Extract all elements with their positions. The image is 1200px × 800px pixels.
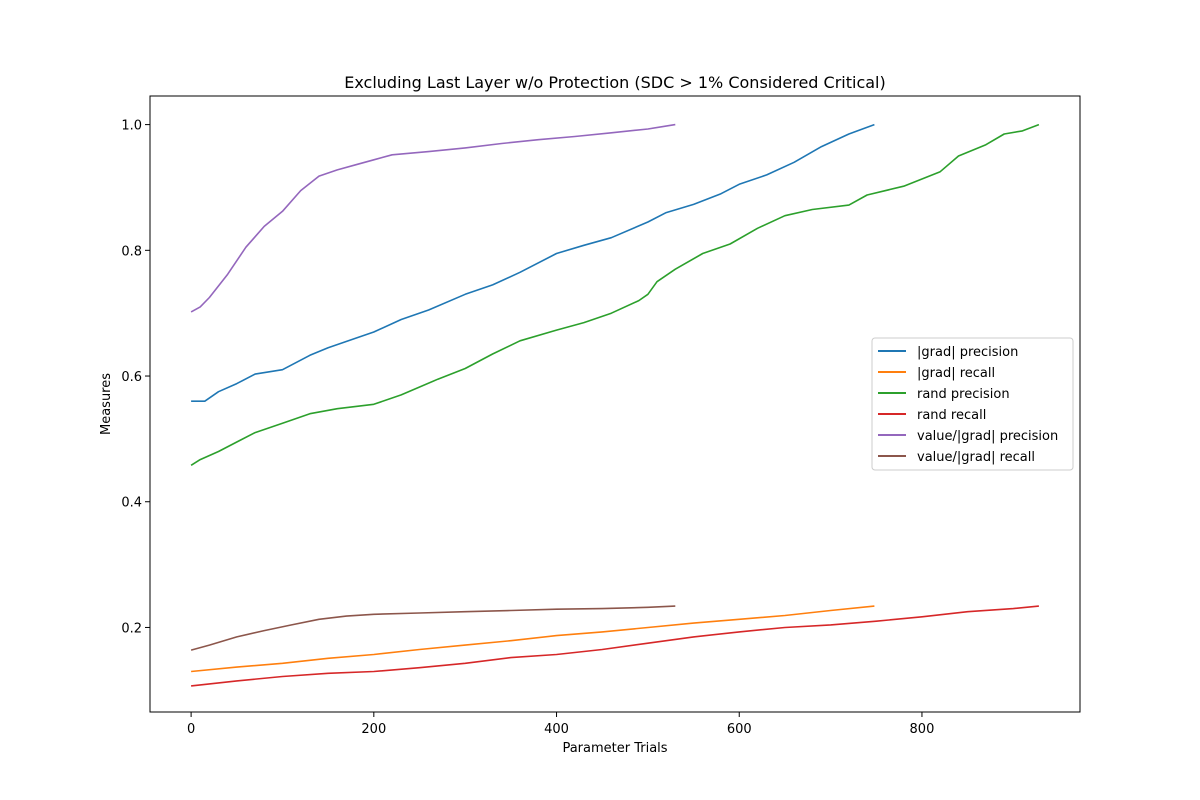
x-tick-label: 800 xyxy=(910,722,935,737)
series-line xyxy=(190,123,1040,466)
legend-label: rand precision xyxy=(917,387,1010,402)
y-axis-label: Measures xyxy=(99,373,114,435)
series-line xyxy=(190,605,676,651)
legend-box xyxy=(871,337,1074,471)
y-tick-label: 0.8 xyxy=(121,244,142,259)
legend-label: |grad| recall xyxy=(917,366,995,381)
series-line xyxy=(190,123,676,313)
x-axis-label: Parameter Trials xyxy=(562,741,667,756)
legend: |grad| precision |grad| recall rand precis… xyxy=(871,337,1074,471)
x-tick-label: 200 xyxy=(361,722,386,737)
series-line xyxy=(191,605,875,673)
x-tick-label: 0 xyxy=(187,722,195,737)
chart-title: Excluding Last Layer w/o Protection (SDC… xyxy=(344,73,886,92)
y-tick-label: 1.0 xyxy=(121,119,142,134)
x-tick-label: 400 xyxy=(544,722,569,737)
legend-label: |grad| precision xyxy=(917,345,1018,360)
y-tick-label: 0.6 xyxy=(121,370,142,385)
x-axis: 0 200 400 600 800 xyxy=(187,712,934,737)
legend-label: value/|grad| recall xyxy=(917,450,1035,465)
series-line xyxy=(191,605,1039,687)
legend-label: rand recall xyxy=(917,408,986,423)
x-tick-label: 600 xyxy=(727,722,752,737)
y-tick-label: 0.2 xyxy=(121,621,142,636)
y-tick-label: 0.4 xyxy=(121,496,142,511)
series-layer xyxy=(190,123,1040,687)
y-axis: 0.2 0.4 0.6 0.8 1.0 xyxy=(121,119,150,636)
plot-frame xyxy=(149,95,1081,713)
series-line xyxy=(191,123,875,402)
legend-label: value/|grad| precision xyxy=(917,429,1058,444)
